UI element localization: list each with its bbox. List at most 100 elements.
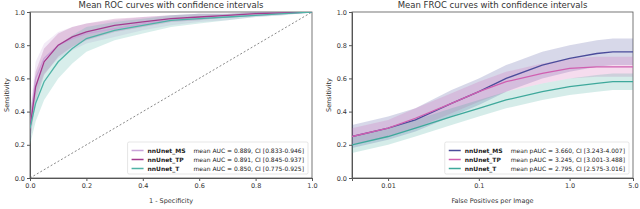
tick-mark bbox=[349, 112, 352, 113]
legend-text: mean pAUC = 3.660, CI [3.243-4.007] bbox=[511, 147, 625, 155]
legend-item: nnUnet_Tmean pAUC = 2.795, CI [2.575-3.0… bbox=[449, 165, 625, 173]
tick: 0.2 bbox=[15, 141, 30, 149]
tick: 0.8 bbox=[337, 42, 352, 50]
tick-mark bbox=[633, 178, 634, 181]
tick-label: 0.2 bbox=[337, 141, 347, 149]
series-line bbox=[30, 12, 312, 128]
legend-item: nnUnet_TPmean AUC = 0.891, CI [0.845-0.9… bbox=[132, 156, 304, 164]
tick: 0.6 bbox=[195, 178, 205, 190]
tick-label: 0.2 bbox=[82, 182, 92, 190]
x-axis-title: False Positives per Image bbox=[451, 197, 533, 205]
legend-box bbox=[128, 142, 308, 174]
tick-mark bbox=[27, 78, 30, 79]
tick-label: 0.6 bbox=[337, 75, 347, 83]
series-line bbox=[352, 52, 633, 137]
chart-title: Mean ROC curves with confidence interval… bbox=[79, 0, 264, 10]
tick-mark bbox=[570, 178, 571, 181]
tick-label: 0.0 bbox=[15, 175, 25, 183]
tick: 0.8 bbox=[251, 178, 261, 190]
legend-text: mean AUC = 0.891, CI [0.845-0.937] bbox=[193, 156, 304, 163]
tick-label: 0.8 bbox=[337, 42, 347, 50]
tick-label: 0.2 bbox=[15, 141, 25, 149]
tick-label: 0.0 bbox=[337, 175, 347, 183]
tick-mark bbox=[256, 178, 257, 181]
legend-swatch bbox=[132, 159, 144, 161]
tick-label: 0.01 bbox=[381, 182, 395, 190]
tick-mark bbox=[27, 178, 30, 179]
axis-line bbox=[27, 13, 31, 179]
tick-mark bbox=[86, 178, 87, 181]
tick-label: 5.0 bbox=[628, 182, 638, 190]
chart-title: Mean FROC curves with confidence interva… bbox=[398, 0, 588, 10]
tick-mark bbox=[27, 45, 30, 46]
legend-swatch bbox=[132, 168, 144, 170]
tick: 1.0 bbox=[337, 9, 352, 17]
tick-label: 0.4 bbox=[337, 108, 347, 116]
confidence-band bbox=[30, 12, 312, 141]
tick-label: 0.6 bbox=[15, 75, 25, 83]
legend: nnUnet_MS mean AUC = 0.889, CI [0.833-0.9… bbox=[128, 142, 308, 174]
tick-mark bbox=[349, 178, 352, 179]
tick: 0.6 bbox=[15, 75, 30, 83]
tick-mark bbox=[27, 112, 30, 113]
tick-mark bbox=[27, 12, 30, 13]
tick-label: 0.0 bbox=[25, 182, 35, 190]
legend-swatch bbox=[449, 168, 461, 170]
legend-label: nnUnet_T bbox=[465, 165, 498, 173]
tick-mark bbox=[312, 178, 313, 181]
figure: 0.0 0.2 0.4 0.6 0.8 1.0 0.0 0.2 0.4 0.6 0.8 1.0 Mean… bbox=[0, 0, 640, 209]
x-axis-title: 1 - Specificity bbox=[149, 197, 193, 205]
legend-text: mean AUC = 0.889, CI [0.833-0.946] bbox=[193, 147, 304, 154]
tick-mark bbox=[349, 78, 352, 79]
tick-mark bbox=[349, 45, 352, 46]
legend: nnUnet_MSmean pAUC = 3.660, CI [3.243-4.… bbox=[445, 142, 629, 174]
legend-text: mean AUC = 0.850, CI [0.775-0.925] bbox=[193, 165, 304, 172]
tick-label: 0.6 bbox=[195, 182, 205, 190]
tick: 0.0 bbox=[337, 175, 352, 183]
reference-line bbox=[30, 12, 312, 178]
tick-label: 1.0 bbox=[15, 9, 25, 17]
tick-label: 1.0 bbox=[307, 182, 317, 190]
tick-label: 0.8 bbox=[251, 182, 261, 190]
legend-label: nnUnet_T bbox=[148, 165, 181, 173]
plot-frame bbox=[352, 12, 633, 178]
tick: 0.0 bbox=[15, 175, 30, 183]
y-axis-title: Sensitivity bbox=[325, 78, 333, 112]
y-axis: 0.0 0.2 0.4 0.6 0.8 1.0 bbox=[15, 9, 31, 183]
panel: 0.00.20.40.60.81.00.00.20.40.60.81.0Mean… bbox=[3, 0, 318, 205]
plot-frame bbox=[30, 12, 312, 178]
tick: 0.6 bbox=[337, 75, 352, 83]
tick-label: 1.0 bbox=[337, 9, 347, 17]
y-axis-title: Sensitivity bbox=[3, 78, 11, 112]
legend-swatch bbox=[449, 150, 461, 152]
tick: 0.8 bbox=[15, 42, 30, 50]
tick: 0.2 bbox=[82, 178, 92, 190]
tick-label: 0.1 bbox=[474, 182, 484, 190]
legend-item: nnUnet_MSmean pAUC = 3.660, CI [3.243-4.… bbox=[449, 147, 625, 155]
tick: 0.2 bbox=[337, 141, 352, 149]
tick: 5.0 bbox=[628, 178, 638, 190]
tick: 0.4 bbox=[15, 108, 30, 116]
series-line bbox=[30, 12, 312, 128]
x-axis: 0.01 0.1 1.0 5.0 bbox=[353, 178, 639, 190]
legend-text: mean pAUC = 3.245, CI [3.001-3.488] bbox=[511, 156, 625, 164]
tick-mark bbox=[388, 178, 389, 181]
legend-item: nnUnet_T mean AUC = 0.850, CI [0.775-0.92… bbox=[132, 165, 304, 173]
legend-item: nnUnet_MS mean AUC = 0.889, CI [0.833-0.9… bbox=[132, 147, 304, 155]
legend-label: nnUnet_TP bbox=[465, 156, 502, 164]
tick-label: 1.0 bbox=[565, 182, 575, 190]
tick: 0.01 bbox=[381, 178, 395, 190]
legend-label: nnUnet_MS bbox=[148, 147, 186, 155]
tick-label: 0.4 bbox=[15, 108, 25, 116]
plot-area bbox=[30, 12, 312, 178]
tick: 1.0 bbox=[15, 9, 30, 17]
tick: 1.0 bbox=[565, 178, 575, 190]
series-line bbox=[30, 12, 312, 128]
legend-box bbox=[445, 142, 629, 174]
panel: 0.01 0.1 1.0 5.0 0.0 0.2 0.4 0.6 0.8 1.0 Mean FROC… bbox=[325, 0, 639, 205]
confidence-band bbox=[30, 12, 312, 141]
x-axis: 0.00.20.40.60.81.0 bbox=[25, 178, 317, 190]
plot-area bbox=[352, 39, 633, 154]
tick: 0.0 bbox=[25, 178, 35, 190]
axis-line bbox=[31, 179, 313, 182]
